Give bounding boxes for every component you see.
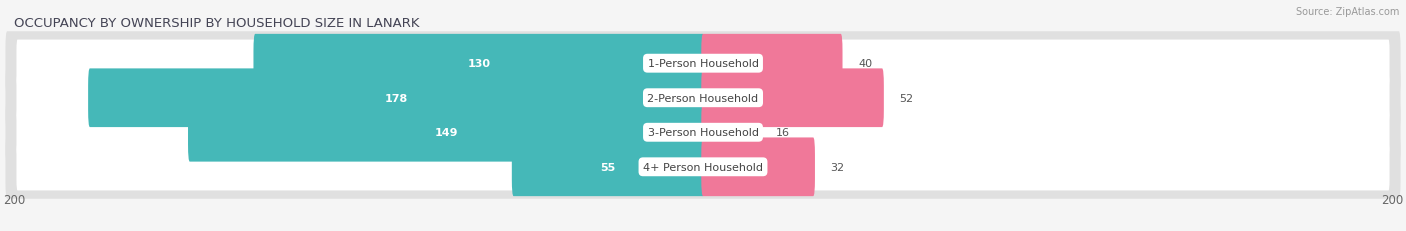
FancyBboxPatch shape	[188, 103, 704, 162]
Text: 4+ Person Household: 4+ Person Household	[643, 162, 763, 172]
FancyBboxPatch shape	[702, 69, 884, 128]
Text: 52: 52	[900, 93, 914, 103]
FancyBboxPatch shape	[17, 75, 1389, 122]
FancyBboxPatch shape	[253, 35, 704, 93]
Text: 178: 178	[385, 93, 408, 103]
FancyBboxPatch shape	[89, 69, 704, 128]
Text: OCCUPANCY BY OWNERSHIP BY HOUSEHOLD SIZE IN LANARK: OCCUPANCY BY OWNERSHIP BY HOUSEHOLD SIZE…	[14, 17, 419, 30]
Text: 1-Person Household: 1-Person Household	[648, 59, 758, 69]
Text: 16: 16	[775, 128, 789, 138]
FancyBboxPatch shape	[702, 138, 815, 196]
FancyBboxPatch shape	[17, 40, 1389, 88]
FancyBboxPatch shape	[512, 138, 704, 196]
FancyBboxPatch shape	[702, 103, 759, 162]
FancyBboxPatch shape	[17, 109, 1389, 156]
FancyBboxPatch shape	[702, 35, 842, 93]
Text: 3-Person Household: 3-Person Household	[648, 128, 758, 138]
FancyBboxPatch shape	[6, 32, 1400, 96]
Text: 40: 40	[858, 59, 872, 69]
Text: 55: 55	[600, 162, 616, 172]
Text: 149: 149	[434, 128, 458, 138]
FancyBboxPatch shape	[6, 135, 1400, 199]
FancyBboxPatch shape	[6, 67, 1400, 130]
Text: 32: 32	[831, 162, 845, 172]
Text: 2-Person Household: 2-Person Household	[647, 93, 759, 103]
FancyBboxPatch shape	[17, 143, 1389, 191]
Text: 130: 130	[468, 59, 491, 69]
Text: Source: ZipAtlas.com: Source: ZipAtlas.com	[1295, 7, 1399, 17]
FancyBboxPatch shape	[6, 101, 1400, 164]
